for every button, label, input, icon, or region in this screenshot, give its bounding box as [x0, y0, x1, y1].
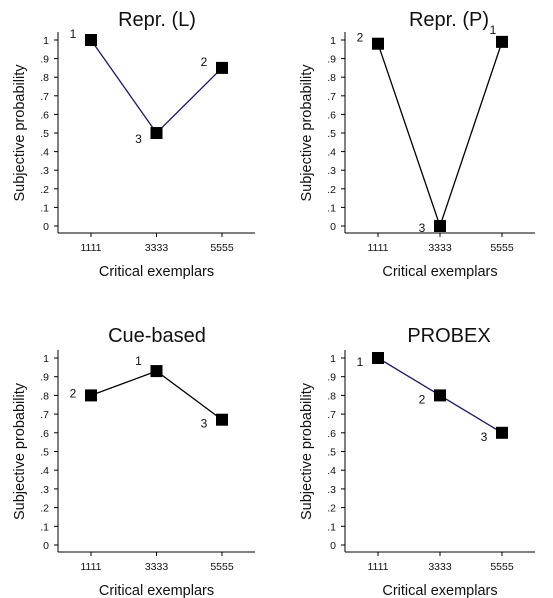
- data-point-label: 2: [419, 392, 426, 406]
- data-point-marker: [216, 61, 228, 74]
- x-tick-label: 3333: [428, 242, 452, 254]
- y-tick-label: .5: [40, 128, 49, 140]
- y-tick-label: .4: [327, 465, 336, 477]
- x-axis-label: Critical exemplars: [99, 264, 214, 280]
- y-tick-label: .3: [40, 484, 49, 496]
- y-tick-label: .3: [327, 484, 336, 496]
- x-tick-label: 1111: [80, 561, 101, 573]
- y-tick-label: .9: [327, 372, 336, 384]
- y-tick-label: .6: [40, 109, 49, 121]
- y-tick-label: .7: [40, 91, 49, 103]
- y-tick-label: .2: [40, 184, 49, 196]
- y-tick-label: .5: [40, 447, 49, 459]
- y-axis-label: Subjective probability: [299, 382, 315, 520]
- x-axis-label: Critical exemplars: [382, 264, 497, 280]
- x-axis-label: Critical exemplars: [99, 583, 214, 598]
- y-tick-label: .2: [327, 503, 336, 515]
- data-point-label: 1: [70, 27, 77, 41]
- y-tick-label: .7: [327, 409, 336, 421]
- data-point-label: 3: [135, 132, 142, 146]
- data-point-marker: [372, 352, 384, 364]
- data-point-label: 2: [201, 55, 208, 69]
- y-tick-label: .1: [40, 202, 49, 214]
- y-tick-label: .6: [327, 109, 336, 121]
- y-tick-label: .6: [40, 428, 49, 440]
- data-point-label: 2: [70, 386, 77, 400]
- data-point-marker: [85, 34, 97, 46]
- data-point-marker: [434, 220, 446, 232]
- x-tick-label: 5555: [210, 561, 234, 573]
- x-tick-label: 1111: [80, 242, 101, 254]
- y-tick-label: .5: [327, 447, 336, 459]
- x-tick-label: 5555: [490, 242, 514, 254]
- y-axis-label: Subjective probability: [12, 64, 28, 202]
- data-point-label: 3: [201, 417, 208, 431]
- y-tick-label: .3: [327, 165, 336, 177]
- data-point-marker: [372, 37, 384, 50]
- y-tick-label: .8: [327, 390, 336, 402]
- chart-title: Repr. (L): [118, 9, 196, 31]
- y-tick-label: .9: [40, 372, 49, 384]
- y-tick-label: .1: [327, 202, 336, 214]
- x-tick-label: 1111: [367, 242, 388, 254]
- data-point-label: 3: [419, 221, 426, 235]
- chart-title: Repr. (P): [409, 9, 489, 31]
- x-tick-label: 3333: [145, 242, 169, 254]
- data-point-marker: [496, 426, 508, 439]
- y-tick-label: .9: [327, 54, 336, 66]
- y-tick-label: .1: [40, 521, 49, 533]
- y-tick-label: 1: [43, 353, 49, 365]
- y-tick-label: 1: [43, 35, 49, 47]
- y-tick-label: .8: [40, 390, 49, 402]
- y-tick-label: 1: [330, 353, 336, 365]
- x-tick-label: 3333: [428, 561, 452, 573]
- y-tick-label: .5: [327, 128, 336, 140]
- data-point-marker: [150, 127, 163, 139]
- y-tick-label: .8: [40, 72, 49, 84]
- y-tick-label: .8: [327, 72, 336, 84]
- y-tick-label: .4: [40, 465, 49, 477]
- data-point-label: 1: [357, 355, 364, 369]
- x-tick-label: 5555: [210, 242, 234, 254]
- y-axis-label: Subjective probability: [299, 64, 315, 202]
- chart-title: PROBEX: [407, 325, 490, 347]
- y-tick-label: 1: [330, 35, 336, 47]
- data-point-marker: [434, 389, 446, 402]
- data-point-label: 1: [490, 23, 497, 37]
- y-tick-label: 0: [43, 221, 49, 233]
- data-point-label: 2: [357, 31, 364, 45]
- y-tick-label: .6: [327, 428, 336, 440]
- y-tick-label: .1: [327, 521, 336, 533]
- data-point-marker: [150, 365, 163, 378]
- y-tick-label: 0: [330, 221, 336, 233]
- y-tick-label: 0: [330, 540, 336, 552]
- y-tick-label: .9: [40, 54, 49, 66]
- y-tick-label: 0: [43, 540, 49, 552]
- data-point-marker: [85, 389, 97, 402]
- data-point-marker: [496, 35, 508, 48]
- chart-title: Cue-based: [108, 325, 206, 347]
- y-tick-label: .7: [40, 409, 49, 421]
- y-tick-label: .4: [40, 147, 49, 159]
- x-axis-label: Critical exemplars: [382, 583, 497, 598]
- series-line: [90, 370, 223, 421]
- x-tick-label: 5555: [490, 561, 514, 573]
- y-tick-label: .2: [40, 503, 49, 515]
- data-point-marker: [216, 413, 228, 426]
- y-tick-label: .2: [327, 184, 336, 196]
- x-tick-label: 3333: [145, 561, 169, 573]
- y-tick-label: .3: [40, 165, 49, 177]
- series-line: [377, 41, 503, 229]
- y-tick-label: .4: [327, 147, 336, 159]
- y-axis-label: Subjective probability: [12, 382, 28, 520]
- data-point-label: 1: [135, 354, 142, 368]
- data-point-label: 3: [481, 430, 488, 444]
- x-tick-label: 1111: [367, 561, 388, 573]
- y-tick-label: .7: [327, 91, 336, 103]
